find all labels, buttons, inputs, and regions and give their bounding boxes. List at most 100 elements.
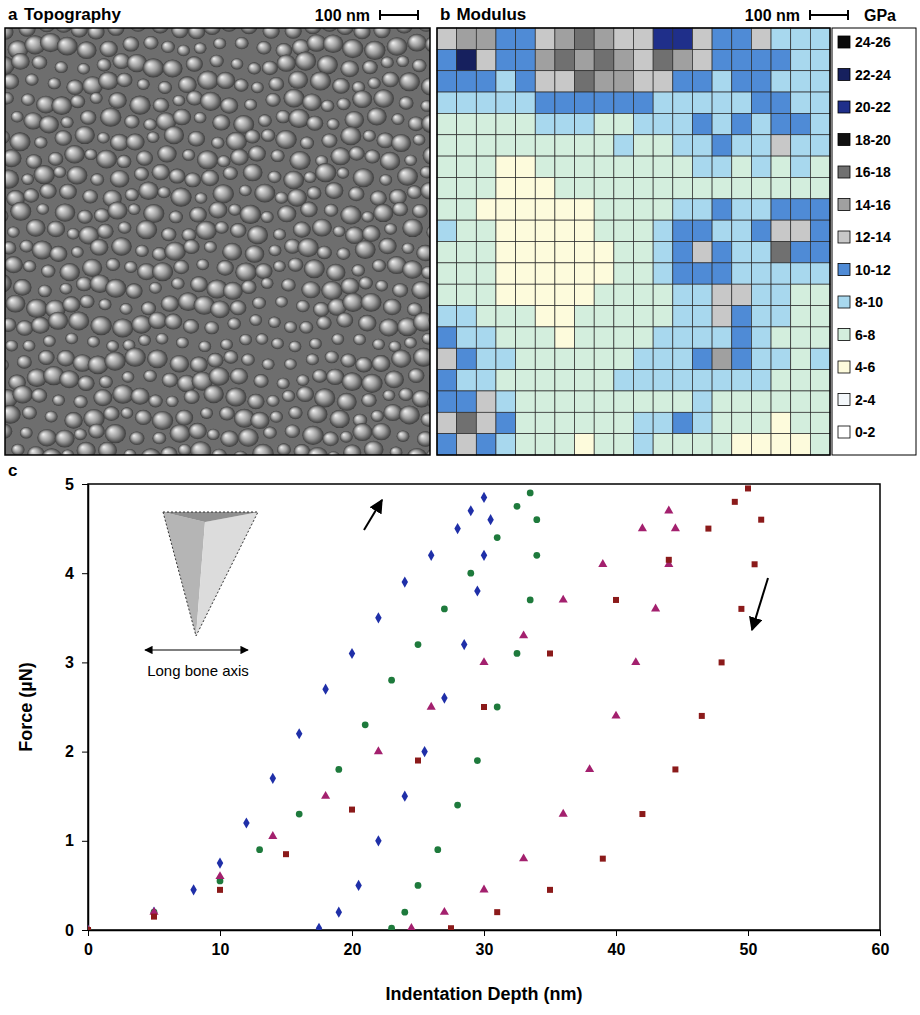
heatmap-cell (732, 412, 752, 433)
heatmap-cell (692, 370, 712, 391)
texture-bump (197, 71, 218, 90)
panel-frame (437, 28, 830, 455)
texture-bump (5, 274, 12, 293)
texture-bump (373, 89, 394, 108)
heatmap-cell (496, 370, 516, 391)
texture-bump (124, 348, 145, 367)
texture-bump (121, 407, 134, 418)
texture-bump (270, 411, 283, 423)
heatmap-cell (791, 220, 811, 241)
heatmap-cell (476, 348, 496, 369)
texture-bump (371, 410, 384, 422)
heatmap-cell (614, 284, 634, 305)
x-tick-label: 10 (212, 941, 230, 958)
texture-bump (45, 411, 58, 423)
y-tick: 2 (65, 743, 88, 760)
heatmap-cell (653, 370, 673, 391)
texture-bump (407, 448, 427, 455)
x-tick: 50 (740, 930, 758, 958)
data-point (519, 630, 528, 638)
data-point (474, 585, 480, 596)
heatmap-cell (535, 71, 555, 92)
heatmap-cell (692, 92, 712, 113)
heatmap-cell (653, 177, 673, 198)
texture-bump (323, 34, 344, 53)
heatmap-cell (810, 71, 830, 92)
texture-bump (321, 100, 335, 112)
heatmap-cell (476, 434, 496, 455)
bone-axis-arrow (145, 649, 248, 650)
texture-bump (392, 283, 408, 297)
texture-bump (5, 241, 16, 254)
texture-bump (300, 137, 314, 150)
texture-bump (5, 318, 16, 332)
heatmap-cell (791, 199, 811, 220)
data-point (758, 517, 764, 523)
texture-bump (372, 339, 385, 350)
texture-bump (412, 390, 430, 407)
texture-bump (135, 245, 149, 257)
data-point (316, 923, 322, 930)
heatmap-cell (437, 177, 457, 198)
texture-bump (157, 145, 176, 162)
texture-bump (156, 333, 169, 344)
texture-bump (281, 278, 296, 291)
texture-bump (296, 300, 310, 312)
heatmap-cell (575, 113, 595, 134)
heatmap-cell (437, 370, 457, 391)
heatmap-cell (575, 220, 595, 241)
texture-bump (223, 350, 238, 363)
x-tick-mark (880, 930, 881, 936)
texture-bump (90, 92, 103, 104)
data-point (651, 604, 660, 612)
heatmap-cell (732, 391, 752, 412)
data-point (481, 492, 487, 503)
scale-bar-cap (809, 10, 811, 20)
x-tick-mark (748, 930, 749, 936)
texture-bump (55, 61, 68, 73)
texture-bump (161, 41, 175, 53)
heatmap-cell (712, 71, 732, 92)
texture-bump (116, 73, 132, 87)
texture-bump (277, 54, 296, 71)
texture-bump (169, 169, 186, 184)
legend-swatch (838, 329, 850, 341)
heatmap-cell (771, 135, 791, 156)
heatmap-cell (771, 28, 791, 49)
data-point (494, 534, 501, 541)
texture-bump (161, 295, 179, 311)
legend-label: 16-18 (855, 164, 891, 180)
texture-bump (217, 260, 234, 276)
heatmap-cells (437, 28, 830, 455)
plot-frame (88, 484, 880, 930)
texture-bump (110, 170, 130, 188)
heatmap-cell (575, 263, 595, 284)
texture-bump (341, 354, 356, 368)
heatmap-cell (575, 242, 595, 263)
texture-bump (190, 441, 211, 455)
heatmap-cell (535, 113, 555, 134)
x-axis: 0102030405060 (84, 930, 889, 958)
heatmap-cell (673, 434, 693, 455)
heatmap-cell (614, 242, 634, 263)
heatmap-cell (634, 242, 654, 263)
data-point (427, 702, 436, 710)
heatmap-cell (751, 327, 771, 348)
panel-letter: b (440, 5, 450, 24)
data-point (547, 650, 553, 656)
heatmap-cell (614, 348, 634, 369)
heatmap-cell (437, 113, 457, 134)
legend-label: 2-4 (855, 392, 875, 408)
texture-bump (60, 263, 80, 281)
texture-bump (97, 224, 114, 239)
heatmap-cell (516, 71, 536, 92)
heatmap-cell (673, 242, 693, 263)
texture-bump (368, 77, 381, 89)
legend-label: 6-8 (855, 327, 875, 343)
texture-bump (277, 443, 291, 455)
y-tick: 0 (65, 922, 88, 939)
texture-bump (310, 72, 331, 91)
legend-label: 10-12 (855, 262, 891, 278)
heatmap-cell (575, 434, 595, 455)
texture-bump (11, 111, 24, 123)
